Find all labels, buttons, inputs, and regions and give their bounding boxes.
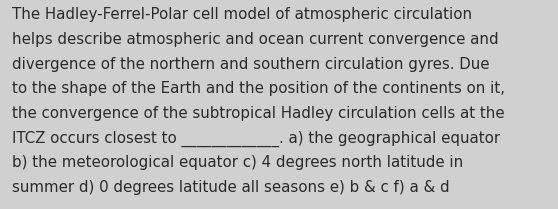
Text: the convergence of the subtropical Hadley circulation cells at the: the convergence of the subtropical Hadle…	[12, 106, 505, 121]
Text: ITCZ occurs closest to _____________. a) the geographical equator: ITCZ occurs closest to _____________. a)…	[12, 131, 501, 147]
Text: The Hadley-Ferrel-Polar cell model of atmospheric circulation: The Hadley-Ferrel-Polar cell model of at…	[12, 7, 473, 22]
Text: to the shape of the Earth and the position of the continents on it,: to the shape of the Earth and the positi…	[12, 81, 506, 96]
Text: helps describe atmospheric and ocean current convergence and: helps describe atmospheric and ocean cur…	[12, 32, 499, 47]
Text: summer d) 0 degrees latitude all seasons e) b & c f) a & d: summer d) 0 degrees latitude all seasons…	[12, 180, 450, 195]
Text: b) the meteorological equator c) 4 degrees north latitude in: b) the meteorological equator c) 4 degre…	[12, 155, 464, 170]
Text: divergence of the northern and southern circulation gyres. Due: divergence of the northern and southern …	[12, 57, 490, 72]
